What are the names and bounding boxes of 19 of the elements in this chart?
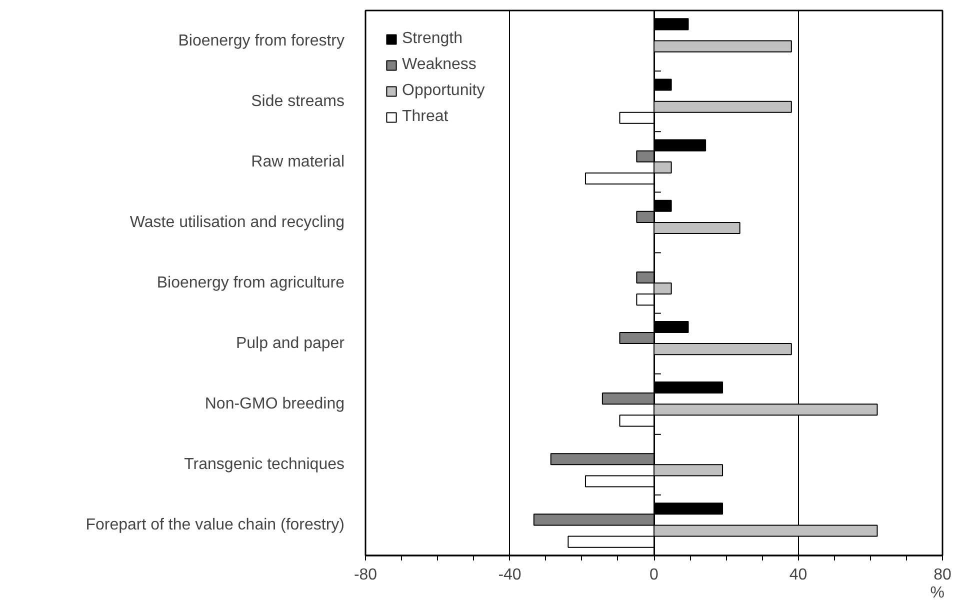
y-tick-label: Transgenic techniques: [184, 456, 344, 474]
y-tick-label: Non-GMO breeding: [204, 396, 345, 413]
y-tick-label: Bioenergy from forestry: [178, 32, 344, 50]
y-tick-label: Side streams: [251, 92, 345, 110]
x-axis-title: %: [930, 584, 945, 601]
y-tick-label: Pulp and paper: [236, 335, 346, 352]
x-tick-label: -80: [354, 566, 378, 584]
y-tick-label: Forepart of the value chain (forestry): [86, 516, 344, 534]
y-tick-label: Waste utilisation and recycling: [130, 214, 345, 231]
y-tick-label: Raw material: [251, 153, 344, 170]
legend-label: Threat: [402, 108, 448, 126]
x-tick-label: 40: [789, 566, 808, 584]
x-tick-label: 0: [650, 566, 659, 584]
legend-label: Opportunity: [402, 82, 485, 100]
y-tick-label: Bioenergy from agriculture: [156, 274, 345, 292]
legend-label: Strength: [402, 30, 462, 48]
x-tick-label: -40: [498, 566, 522, 584]
legend-label: Weakness: [402, 56, 476, 74]
x-tick-label: 80: [934, 566, 952, 584]
